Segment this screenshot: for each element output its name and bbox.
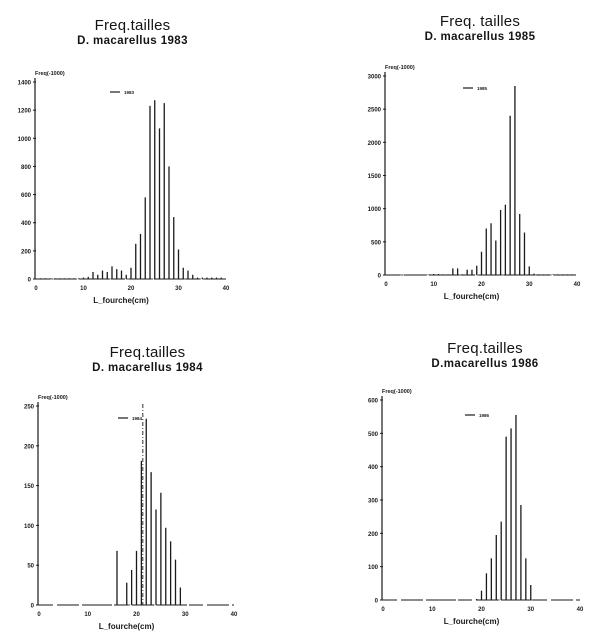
y-tick-label: 200 (21, 249, 32, 255)
y-tick-label: 400 (21, 221, 32, 227)
chart-title-block: Freq.tailles D. macarellus 1984 (55, 344, 240, 374)
chart-title-block: Freq.tailles D.macarellus 1986 (405, 340, 565, 370)
y-tick-label: 0 (375, 599, 379, 605)
x-tick-label: 30 (526, 282, 533, 288)
x-tick-label: 20 (478, 607, 485, 613)
x-tick-label: 40 (231, 612, 238, 618)
chart-title: Freq. tailles (439, 13, 521, 30)
y-tick-label: 0 (378, 274, 382, 280)
y-tick-label: 150 (24, 484, 35, 490)
x-tick-label: 20 (128, 286, 135, 292)
x-tick-label: 0 (384, 282, 388, 288)
y-tick-label: 100 (24, 524, 35, 530)
x-tick-label: 0 (37, 612, 41, 618)
y-axis-label: Freq(-1000) (382, 389, 412, 395)
x-tick-label: 0 (34, 286, 38, 292)
y-tick-label: 1000 (18, 137, 32, 143)
y-tick-label: 500 (368, 432, 379, 438)
chart-title: Freq.tailles (94, 17, 171, 34)
histogram-1985: 3000 2500 2000 1500 1000 500 00 10 20 30 40 Freq(-1… (368, 65, 581, 301)
x-tick-label: 20 (133, 612, 140, 618)
y-tick-label: 800 (21, 165, 32, 171)
y-tick-label: 1000 (368, 207, 382, 213)
chart-subtitle: D. macarellus 1985 (424, 31, 536, 43)
y-tick-label: 600 (21, 193, 32, 199)
x-axis-label: L_fourche(cm) (99, 622, 155, 631)
y-tick-label: 2500 (368, 108, 382, 114)
chart-panel-1985: Freq. tailles D. macarellus 1985 3000 250… (368, 13, 581, 301)
y-tick-label: 0 (31, 604, 35, 610)
chart-subtitle: D.macarellus 1986 (431, 358, 539, 370)
y-axis-label: Freq(-1000) (35, 71, 65, 77)
x-tick-label: 20 (478, 282, 485, 288)
chart-subtitle: D. macarellus 1983 (77, 35, 188, 47)
chart-title: Freq.tailles (109, 344, 186, 361)
y-tick-label: 3000 (368, 75, 382, 81)
chart-panel-1983: Freq.tailles D. macarellus 1983 1400 1200… (0, 0, 300, 320)
y-tick-label: 2000 (368, 141, 382, 147)
x-tick-label: 40 (223, 286, 230, 292)
legend-label: 1985 (477, 86, 488, 91)
x-axis-label: L_fourche(cm) (444, 617, 500, 626)
x-tick-label: 30 (182, 612, 189, 618)
y-tick-label: 300 (368, 499, 379, 505)
x-tick-label: 10 (80, 286, 87, 292)
y-tick-label: 500 (371, 240, 382, 246)
histogram-1983: 1400 1200 1000 800 600 400 200 00 10 20 30 40 Freq(-… (18, 71, 230, 305)
x-tick-label: 30 (527, 607, 534, 613)
chart-subtitle: D. macarellus 1984 (92, 362, 203, 374)
x-tick-label: 0 (381, 607, 385, 613)
x-tick-label: 30 (175, 286, 182, 292)
y-tick-label: 400 (368, 465, 379, 471)
histogram-1984: 250 200 150 100 50 00 10 20 30 40 Freq(-1000) L_fou… (24, 395, 238, 631)
legend-label: 1983 (124, 90, 135, 95)
chart-title: Freq.tailles (447, 340, 523, 357)
y-tick-label: 250 (24, 405, 35, 411)
y-tick-label: 100 (368, 565, 379, 571)
chart-title-block: Freq.tailles D. macarellus 1983 (40, 17, 225, 47)
y-tick-label: 50 (27, 564, 34, 570)
chart-panel-1984: Freq.tailles D. macarellus 1984 250 200 15… (24, 344, 240, 631)
x-tick-label: 10 (429, 607, 436, 613)
legend-label: 1984 (132, 416, 143, 421)
x-tick-label: 10 (84, 612, 91, 618)
x-tick-label: 40 (577, 607, 584, 613)
y-tick-label: 0 (28, 278, 32, 284)
y-tick-label: 1400 (18, 81, 32, 87)
legend-label: 1986 (479, 413, 490, 418)
y-tick-label: 200 (24, 444, 35, 450)
y-axis-label: Freq(-1000) (38, 395, 68, 401)
x-axis-label: L_fourche(cm) (93, 296, 149, 305)
x-tick-label: 40 (574, 282, 581, 288)
y-tick-label: 1500 (368, 174, 382, 180)
chart-title-block: Freq. tailles D. macarellus 1985 (400, 13, 560, 43)
y-axis-label: Freq(-1000) (385, 65, 415, 71)
y-tick-label: 200 (368, 532, 379, 538)
x-tick-label: 10 (430, 282, 437, 288)
y-tick-label: 1200 (18, 109, 32, 115)
x-axis-label: L_fourche(cm) (444, 292, 500, 301)
y-tick-label: 600 (368, 399, 379, 405)
